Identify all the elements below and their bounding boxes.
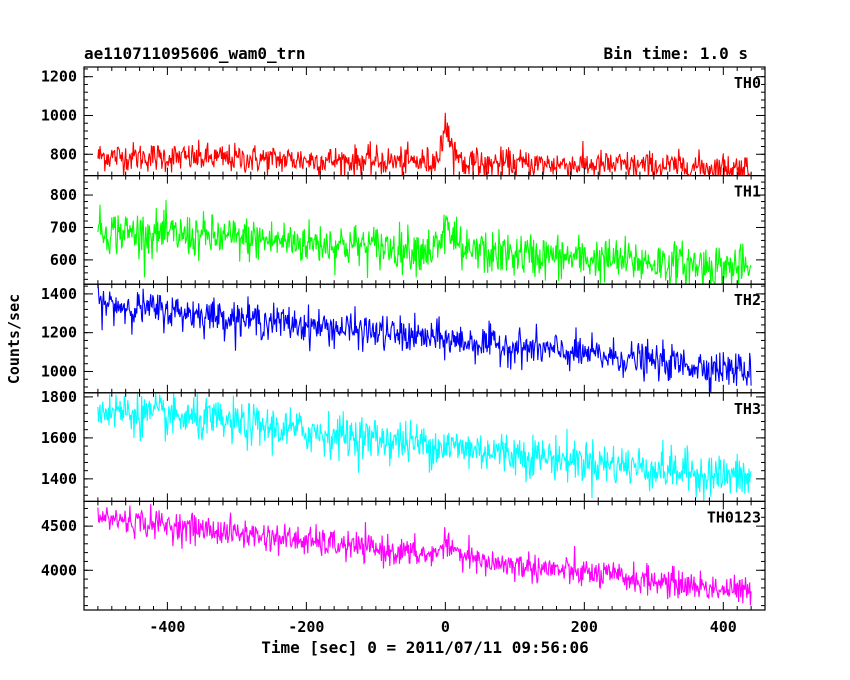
ytick-label: 4500 bbox=[41, 517, 77, 535]
panel-label-th0: TH0 bbox=[734, 74, 761, 92]
series-th3 bbox=[97, 392, 752, 502]
panel-frame-th0123 bbox=[83, 500, 766, 611]
panel-label-th0123: TH0123 bbox=[707, 508, 761, 526]
xtick-label: 400 bbox=[710, 618, 737, 636]
ytick-label: 1200 bbox=[41, 324, 77, 342]
series-th2 bbox=[97, 284, 752, 393]
ytick-label: 600 bbox=[50, 251, 77, 269]
series-th1 bbox=[97, 200, 752, 285]
ytick-label: 1400 bbox=[41, 470, 77, 488]
ytick-label: 1200 bbox=[41, 68, 77, 86]
xtick-label: 0 bbox=[441, 618, 450, 636]
panel-label-th3: TH3 bbox=[734, 400, 761, 418]
ytick-label: 800 bbox=[50, 145, 77, 163]
chart-title: ae110711095606_wam0_trn bbox=[84, 44, 306, 63]
xtick-label: 200 bbox=[571, 618, 598, 636]
y-axis-label: Counts/sec bbox=[5, 293, 23, 385]
panel-label-th2: TH2 bbox=[734, 291, 761, 309]
ytick-label: 700 bbox=[50, 218, 77, 236]
panel-label-th1: TH1 bbox=[734, 183, 761, 201]
ytick-label: 1000 bbox=[41, 362, 77, 380]
panel-frame-th1 bbox=[83, 175, 766, 285]
ytick-label: 800 bbox=[50, 186, 77, 204]
series-th0 bbox=[97, 112, 752, 176]
xtick-label: -400 bbox=[149, 618, 185, 636]
ytick-label: 1000 bbox=[41, 106, 77, 124]
ytick-label: 1800 bbox=[41, 388, 77, 406]
ytick-label: 4000 bbox=[41, 561, 77, 579]
ytick-label: 1600 bbox=[41, 429, 77, 447]
series-th0123 bbox=[97, 504, 752, 606]
xtick-label: -200 bbox=[288, 618, 324, 636]
x-axis-label: Time [sec] 0 = 2011/07/11 09:56:06 bbox=[261, 638, 589, 657]
ytick-label: 1400 bbox=[41, 285, 77, 303]
bin-time-label: Bin time: 1.0 s bbox=[603, 44, 749, 63]
